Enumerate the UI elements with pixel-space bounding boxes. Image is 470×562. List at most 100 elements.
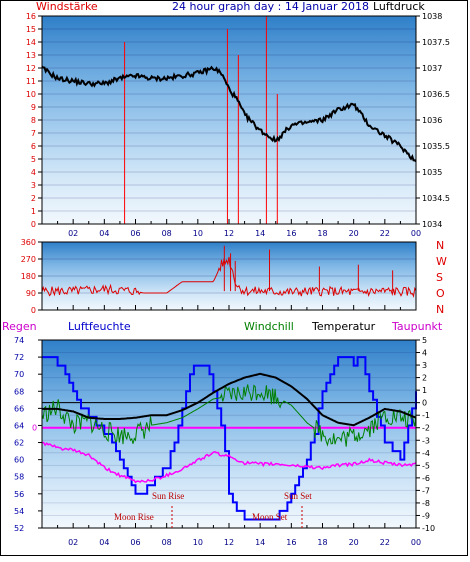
humidity-tick-label: 60 [14,456,24,465]
humidity-tick-label: 58 [14,473,24,482]
temperature-tick-label: -2 [422,424,430,433]
climate-plot [42,340,416,528]
hour-tick-label: 16 [286,538,296,547]
humidity-tick-label: 64 [14,421,24,430]
wind-tick-label: 3 [31,181,36,190]
temperature-tick-label: -7 [422,486,430,495]
humidity-tick-label: 72 [14,353,24,362]
hour-tick-label: 00 [411,538,421,547]
humidity-tick-label: 70 [14,370,24,379]
series-line-windrichtung [41,256,417,298]
legend-temperatur: Temperatur [311,320,376,333]
wind-tick-label: 4 [31,168,36,177]
header-luftdruck: Luftdruck [373,0,425,13]
moon-rise-label: Moon Rise [114,512,154,522]
pressure-tick-label: 1034 [422,220,442,229]
wind-tick-label: 9 [31,103,36,112]
climate-series [41,356,417,521]
hour-tick-label: 06 [130,538,140,547]
hour-tick-label: 12 [224,538,234,547]
pressure-tick-label: 1036 [422,116,442,125]
temperature-tick-label: -1 [422,411,430,420]
legend-luftfeuchte: Luftfeuchte [68,320,131,333]
event-markers: Sun Rise Sun Set Moon Rise Moon Set [114,491,312,528]
header-title: 24 hour graph day : 14 Januar 2018 [172,0,369,13]
humidity-tick-label: 54 [14,507,24,516]
humidity-tick-label: 66 [14,404,24,413]
pressure-tick-label: 1035.5 [422,142,450,151]
temperature-tick-label: -4 [422,449,430,458]
hour-tick-label: 14 [255,229,265,238]
header-windstaerke: Windstärke [36,0,98,13]
wind-pressure-series [41,16,417,224]
pressure-tick-label: 1036.5 [422,90,450,99]
wind-tick-label: 14 [26,38,36,47]
compass-label: N [436,239,444,252]
wind-tick-label: 0 [31,220,36,229]
series-line-taupunkt [41,441,417,484]
humidity-tick-label: 74 [14,336,24,345]
compass-label: O [436,287,445,300]
direction-tick-label: 270 [21,255,36,264]
direction-tick-label: 360 [21,238,36,247]
hour-tick-label: 12 [224,229,234,238]
wind-tick-label: 6 [31,142,36,151]
legend-taupunkt: Taupunkt [391,320,443,333]
humidity-tick-label: 56 [14,490,24,499]
series-line-luftdruck [41,65,417,163]
hour-tick-label: 08 [162,538,172,547]
pressure-tick-label: 1035 [422,168,442,177]
wind-tick-label: 10 [26,90,36,99]
series-line-luftfeuchte [42,356,417,521]
hour-tick-label: 16 [286,229,296,238]
temperature-tick-label: -3 [422,436,430,445]
temperature-tick-label: 1 [422,386,427,395]
wind-tick-label: 16 [26,12,36,21]
temperature-tick-label: -8 [422,499,430,508]
temperature-tick-label: 0 [422,399,427,408]
hour-tick-label: 00 [411,229,421,238]
wind-tick-label: 12 [26,64,36,73]
temperature-tick-label: 2 [422,374,427,383]
humidity-tick-label: 52 [14,524,24,533]
hour-tick-label: 06 [130,229,140,238]
sun-set-label: Sun Set [284,491,312,501]
wind-tick-label: 5 [31,155,36,164]
wind-tick-label: 2 [31,194,36,203]
temperature-tick-label: 4 [422,349,427,358]
direction-series [41,245,417,298]
hour-tick-label: 04 [99,538,109,547]
wind-tick-label: 15 [26,25,36,34]
hour-tick-label: 20 [349,538,359,547]
series-line-windchill [41,384,417,447]
pressure-tick-label: 1037 [422,64,442,73]
wind-pressure-plot [42,16,416,224]
wind-tick-label: 13 [26,51,36,60]
hour-tick-label: 22 [380,538,390,547]
wind-tick-label: 1 [31,207,36,216]
hour-tick-label: 08 [162,229,172,238]
compass-label: N [436,303,444,316]
wind-tick-label: 8 [31,116,36,125]
legend-windchill: Windchill [244,320,294,333]
temperature-tick-label: -5 [422,461,430,470]
temperature-tick-label: -10 [422,524,435,533]
hour-tick-label: 20 [349,229,359,238]
humidity-tick-label: 62 [14,439,24,448]
wind-tick-label: 7 [31,129,36,138]
hour-tick-label: 22 [380,229,390,238]
compass-label: W [436,255,447,268]
hour-tick-label: 02 [68,538,78,547]
series-line-temperatur [42,372,417,427]
pressure-tick-label: 1034.5 [422,194,450,203]
hour-tick-label: 18 [317,538,327,547]
hour-tick-label: 02 [68,229,78,238]
moon-set-label: Moon Set [252,512,288,522]
hour-tick-label: 04 [99,229,109,238]
hour-tick-label: 10 [193,229,203,238]
pressure-tick-label: 1037.5 [422,38,450,47]
temperature-tick-label: 3 [422,361,427,370]
compass-label: S [436,271,443,284]
humidity-tick-label: 68 [14,387,24,396]
